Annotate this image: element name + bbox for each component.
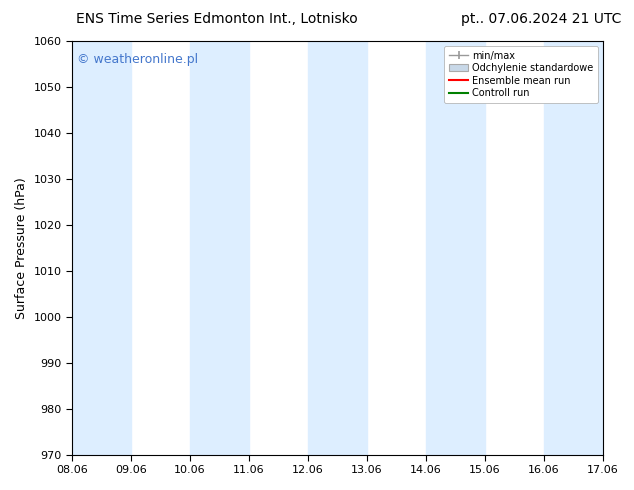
Text: ENS Time Series Edmonton Int., Lotnisko: ENS Time Series Edmonton Int., Lotnisko [76, 12, 358, 26]
Bar [426, 41, 485, 455]
Bar [308, 41, 367, 455]
Bar [190, 41, 249, 455]
Text: © weatheronline.pl: © weatheronline.pl [77, 53, 198, 67]
Bar [544, 41, 603, 455]
Bar [72, 41, 131, 455]
Text: pt.. 07.06.2024 21 UTC: pt.. 07.06.2024 21 UTC [461, 12, 621, 26]
Legend: min/max, Odchylenie standardowe, Ensemble mean run, Controll run: min/max, Odchylenie standardowe, Ensembl… [444, 46, 598, 103]
Y-axis label: Surface Pressure (hPa): Surface Pressure (hPa) [15, 177, 28, 318]
